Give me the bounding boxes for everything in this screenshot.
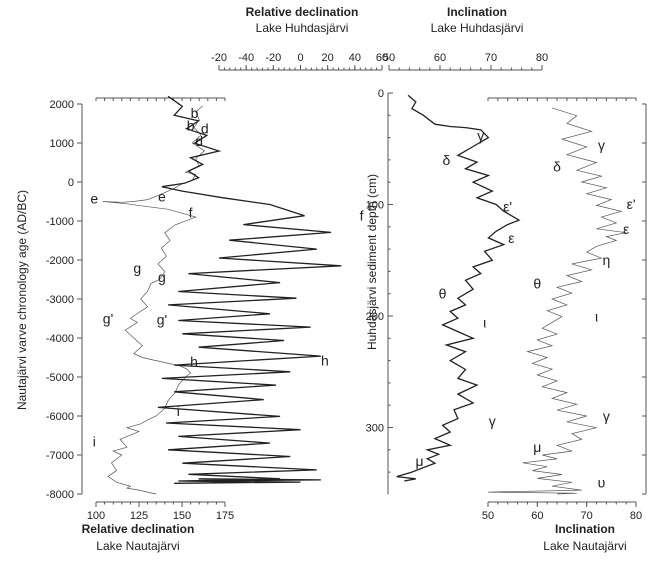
age-y-tick-label: -5000 [46, 372, 74, 384]
panel4-x-tick-label: 50 [482, 510, 494, 522]
panel1-annotation-g: g [133, 260, 141, 276]
age-y-tick-label: -8000 [46, 489, 74, 501]
right-y-axis-label: Huhdasjärvi sediment depth (cm) [365, 174, 379, 350]
panel2-annotation-g': g' [157, 311, 167, 327]
panel1-annotation-e: e [90, 190, 98, 206]
panel2-annotation-d: d [201, 121, 209, 137]
panel4-annotation-ι: ι [595, 309, 598, 325]
panel3-annotation-γ: γ [477, 127, 484, 143]
age-y-tick-label: 1000 [50, 138, 74, 150]
panel4-x-tick-label: 60 [531, 510, 543, 522]
panel2-annotation-f: f [360, 208, 364, 224]
panel2-x-tick-label: 20 [322, 52, 334, 64]
panel2-annotation-h: h [321, 353, 329, 369]
left-y-axis-label: Nautajärvi varve chronology age (AD/BC) [15, 190, 29, 410]
panel3-x-tick-label: 80 [536, 52, 548, 64]
panel3-series-line [396, 94, 521, 482]
age-y-tick-label: -1000 [46, 216, 74, 228]
panel4-title: Inclination [555, 522, 615, 536]
panel1-subtitle: Lake Nautajärvi [96, 539, 179, 553]
panel3-annotation-θ: θ [439, 286, 447, 302]
panel1-x-tick-label: 125 [130, 510, 148, 522]
panel1-x-tick-label: 100 [87, 510, 105, 522]
panel3-x-tick-label: 70 [485, 52, 497, 64]
panel3-title: Inclination [447, 5, 507, 19]
panel4-x-tick-label: 80 [630, 510, 642, 522]
panel2-annotation-b: b [191, 105, 199, 121]
panel4-annotation-ε: ε [623, 221, 629, 237]
panel3-annotation-ι: ι [483, 315, 486, 331]
panel3-annotation-ε: ε [508, 230, 514, 246]
panel2-annotation-g: g [158, 269, 166, 285]
panel4-annotation-γ: γ [603, 408, 610, 424]
panel4-annotation-θ: θ [533, 275, 541, 291]
panel2-subtitle: Lake Huhdasjärvi [256, 21, 349, 35]
panel2-x-tick-label: 60 [376, 52, 388, 64]
age-y-tick-label: 0 [68, 177, 74, 189]
panel1-x-tick-label: 150 [173, 510, 191, 522]
panel2-series-line [157, 95, 342, 484]
panel2-x-tick-label: -40 [238, 52, 254, 64]
panel1-annotation-g': g' [103, 311, 113, 327]
age-y-tick-label: 2000 [50, 99, 74, 111]
depth-y-tick-label: 200 [366, 311, 384, 323]
age-y-tick-label: -7000 [46, 450, 74, 462]
panel4-annotation-ε': ε' [627, 196, 636, 212]
panel2-annotation-e: e [158, 189, 166, 205]
panel1-annotation-d: d [195, 133, 203, 149]
panel4-annotation-γ: γ [598, 137, 605, 153]
panel4-annotation-υ: υ [598, 474, 606, 490]
panel4-annotation-η: η [603, 252, 611, 268]
panel2-x-tick-label: -20 [211, 52, 227, 64]
panel4-x-tick-label: 70 [581, 510, 593, 522]
age-y-tick-label: -3000 [46, 294, 74, 306]
panel4-subtitle: Lake Nautajärvi [543, 539, 626, 553]
panel1-series-line [102, 105, 205, 495]
depth-y-tick-label: 0 [378, 88, 384, 100]
panel1-annotation-h: h [190, 353, 198, 369]
age-y-tick-label: -6000 [46, 411, 74, 423]
panel1-title: Relative declination [82, 522, 195, 536]
panel3-annotation-ε': ε' [503, 199, 512, 215]
panel2-x-tick-label: 0 [297, 52, 303, 64]
panel1-annotation-i: i [93, 433, 96, 449]
panel3-x-tick-label: 50 [383, 52, 395, 64]
panel4-series-line [487, 107, 627, 495]
panel2-annotation-i: i [177, 403, 180, 419]
panel4-annotation-δ: δ [553, 158, 561, 174]
panel3-annotation-δ: δ [442, 152, 450, 168]
panel3-subtitle: Lake Huhdasjärvi [431, 21, 524, 35]
panel4-annotation-μ: μ [533, 439, 541, 455]
depth-y-tick-label: 100 [366, 200, 384, 212]
panel2-x-tick-label: 40 [349, 52, 361, 64]
age-y-tick-label: -2000 [46, 255, 74, 267]
panel2-x-tick-label: -20 [265, 52, 281, 64]
age-y-tick-label: -4000 [46, 333, 74, 345]
panel3-x-tick-label: 60 [434, 52, 446, 64]
panel1-x-tick-label: 175 [216, 510, 234, 522]
panel3-annotation-μ: μ [416, 453, 424, 469]
depth-y-tick-label: 300 [366, 423, 384, 435]
panel1-annotation-f: f [189, 204, 193, 220]
panel2-title: Relative declination [246, 5, 359, 19]
panel3-annotation-γ: γ [489, 413, 496, 429]
